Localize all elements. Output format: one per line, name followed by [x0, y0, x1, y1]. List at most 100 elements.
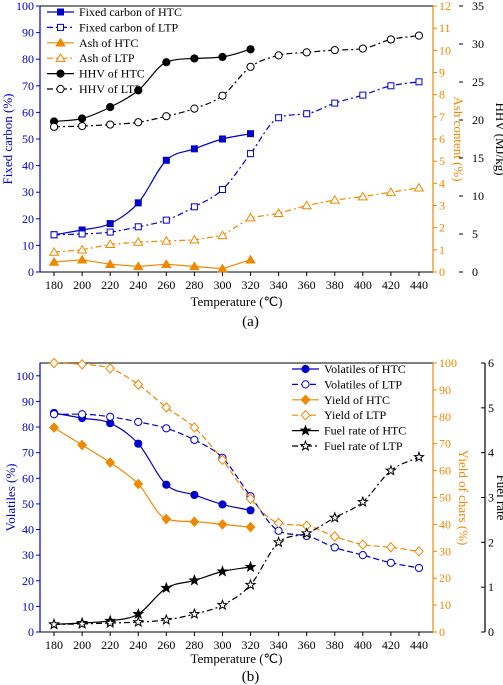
data-point [218, 186, 226, 194]
x-tick-label: 440 [410, 638, 428, 652]
y-right-tick-label: 10 [439, 43, 451, 57]
x-tick-label: 280 [185, 638, 203, 652]
y-right2-tick-label: 30 [472, 37, 484, 51]
data-point [218, 91, 227, 100]
y-right-tick-label: 40 [439, 517, 451, 531]
data-point [133, 379, 144, 390]
y-left-tick-label: 10 [22, 599, 34, 613]
data-point [303, 110, 311, 118]
y-right2-tick-label: 20 [472, 113, 484, 127]
data-point [134, 417, 143, 427]
y-right2-tick-label: 6 [488, 356, 494, 370]
legend-label: Fixed carbon of HTC [79, 5, 182, 19]
y-right2-tick-label: 4 [488, 446, 494, 460]
y-right-axis-label: Ash content (%) [451, 96, 466, 181]
y-left-tick-label: 50 [22, 132, 34, 146]
data-point [78, 410, 87, 419]
legend-label: Ash of HTC [79, 36, 138, 50]
data-point [76, 244, 88, 254]
data-point [161, 235, 172, 245]
x-tick-label: 340 [270, 638, 288, 652]
data-point [386, 35, 395, 44]
panel-label: (b) [242, 669, 260, 685]
series-hhv-of-ltp [49, 31, 424, 131]
series-line [53, 133, 251, 236]
y-left-tick-label: 80 [22, 52, 34, 66]
data-point [48, 618, 61, 630]
data-point [190, 203, 198, 211]
y-right-tick-label: 12 [439, 0, 451, 13]
legend-marker [56, 84, 65, 94]
y-left-tick-label: 40 [22, 159, 34, 173]
legend-label: Ash of LTP [79, 51, 135, 65]
series-fuel-rate-of-htc [48, 560, 257, 630]
data-point [106, 220, 114, 228]
y-right-tick-label: 0 [439, 625, 445, 639]
y-right-tick-label: 100 [439, 356, 457, 370]
legend-label: Yield of LTP [324, 408, 387, 422]
data-point [48, 256, 60, 266]
y-left-tick-label: 20 [22, 212, 34, 226]
legend-marker [57, 23, 64, 31]
x-axis-label: Temperature (℃) [190, 651, 282, 666]
x-tick-label: 380 [326, 638, 344, 652]
data-point [217, 230, 228, 240]
data-point [50, 231, 58, 239]
y-left-tick-label: 90 [22, 394, 34, 408]
data-point [104, 616, 117, 629]
series-line [53, 566, 251, 625]
y-right-tick-label: 20 [439, 571, 451, 585]
x-tick-label: 380 [326, 278, 344, 292]
data-point [106, 120, 115, 129]
series-line [53, 187, 420, 253]
x-tick-label: 280 [185, 278, 203, 292]
data-point [415, 78, 423, 86]
data-point [273, 517, 284, 529]
x-tick-label: 200 [73, 278, 91, 292]
data-point [244, 578, 257, 590]
data-point [272, 536, 285, 548]
legend-marker [300, 409, 311, 421]
y-right2-tick-label: 0 [488, 625, 494, 639]
data-point [189, 422, 200, 433]
y-right2-tick-label: 35 [472, 0, 484, 13]
data-point [190, 54, 199, 63]
y-right-tick-label: 70 [439, 437, 451, 451]
data-point [78, 114, 87, 123]
data-point [189, 261, 200, 271]
data-point [414, 563, 424, 573]
data-point [161, 259, 172, 268]
y-right-tick-label: 11 [439, 21, 451, 35]
data-point [330, 543, 339, 552]
y-left-axis-label: Volatiles (%) [3, 464, 18, 532]
y-right2-tick-label: 1 [488, 580, 494, 594]
y-left-tick-label: 0 [28, 265, 34, 279]
y-right2-tick-label: 15 [472, 151, 484, 165]
x-tick-label: 320 [242, 278, 260, 292]
data-point [413, 182, 425, 192]
data-point [329, 531, 340, 542]
data-point [385, 187, 397, 196]
x-tick-label: 240 [129, 638, 147, 652]
y-left-tick-label: 80 [22, 420, 34, 434]
data-point [246, 45, 255, 54]
y-right-tick-label: 3 [439, 199, 445, 213]
series-yield-of-ltp [49, 357, 424, 557]
data-point [357, 539, 368, 550]
data-point [132, 615, 145, 628]
y-right2-tick-label: 5 [488, 401, 494, 415]
y-left-tick-label: 90 [22, 26, 34, 40]
data-point [189, 234, 200, 244]
y-right-tick-label: 5 [439, 154, 445, 168]
x-tick-label: 300 [213, 638, 231, 652]
data-point [76, 254, 88, 264]
data-point [387, 82, 395, 90]
y-left-tick-label: 50 [22, 497, 34, 511]
chart-panel-b: 180 200 220 240 260 280 300 320 340 360 380 400 420 4… [3, 356, 503, 685]
data-point [218, 500, 227, 509]
data-point [190, 104, 199, 113]
data-point [190, 435, 199, 444]
data-point [246, 62, 255, 71]
legend-label: Volatiles of LTP [324, 377, 402, 391]
data-point [106, 102, 115, 112]
